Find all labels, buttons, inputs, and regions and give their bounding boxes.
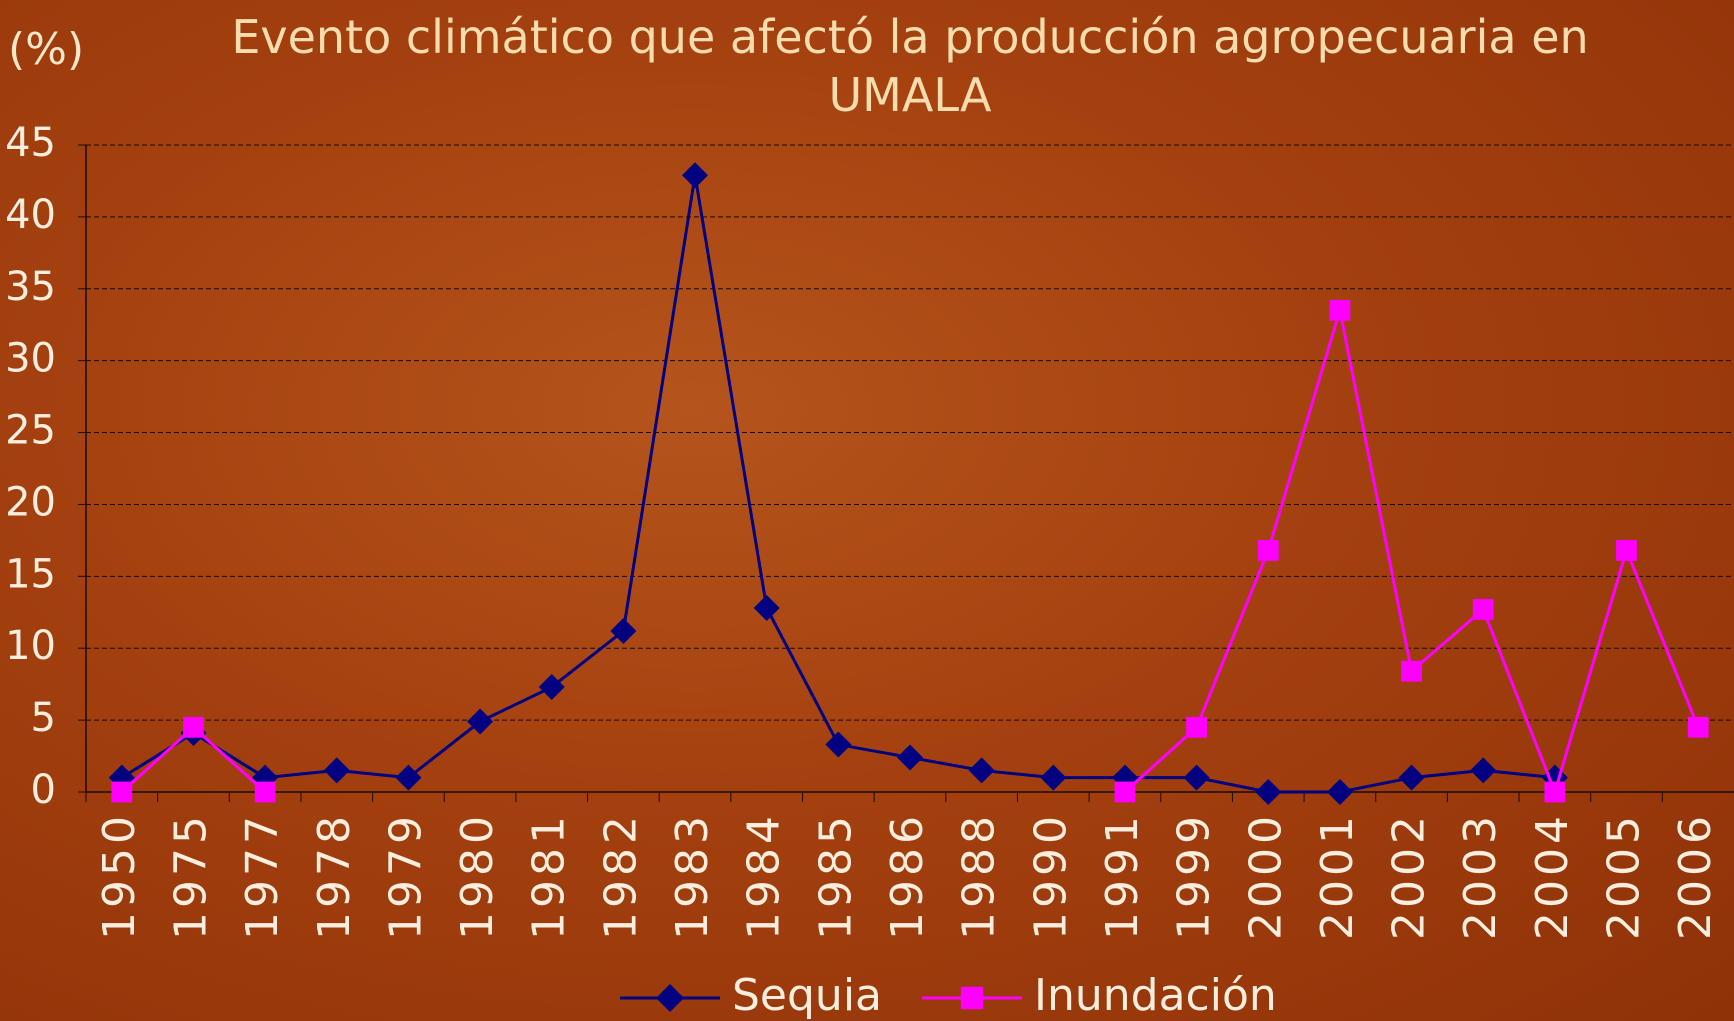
- y-tick-label: 15: [5, 551, 56, 597]
- x-tick-label: 1979: [380, 812, 431, 940]
- x-tick-label: 1999: [1169, 812, 1220, 940]
- marker: [1616, 540, 1637, 561]
- x-tick-label: 1985: [810, 812, 861, 940]
- x-tick-label: 1950: [94, 812, 145, 940]
- marker: [1183, 764, 1210, 791]
- marker: [1544, 781, 1566, 803]
- x-tick-label: 1984: [739, 812, 790, 940]
- marker: [1398, 764, 1425, 791]
- y-tick-label: 35: [5, 264, 56, 310]
- marker: [682, 162, 709, 189]
- marker: [968, 757, 995, 784]
- marker: [1114, 781, 1136, 803]
- legend-marker: [656, 984, 684, 1012]
- x-tick-label: 2004: [1527, 812, 1578, 940]
- chart-title: Evento climático que afectó la producció…: [231, 10, 1589, 122]
- marker: [1329, 299, 1351, 321]
- x-tick-label: 1983: [667, 812, 718, 940]
- x-tick-label: 1990: [1025, 812, 1076, 940]
- y-tick-label: 10: [5, 623, 56, 669]
- marker: [111, 781, 133, 803]
- x-tick-label: 2001: [1312, 812, 1363, 940]
- y-tick-label: 45: [5, 120, 56, 166]
- x-tick-label: 1978: [309, 812, 360, 940]
- x-tick-label: 1982: [595, 812, 646, 940]
- marker: [1401, 660, 1422, 682]
- marker: [395, 764, 422, 791]
- marker: [1326, 779, 1353, 805]
- x-tick-label: 2003: [1455, 812, 1506, 940]
- marker: [897, 744, 923, 771]
- marker: [610, 617, 637, 644]
- marker: [825, 731, 852, 758]
- x-tick-label: 2002: [1384, 812, 1435, 940]
- x-tick-label: 1986: [882, 812, 933, 940]
- x-tick-label: 1991: [1097, 812, 1148, 940]
- marker: [1470, 757, 1497, 784]
- legend-label: Sequia: [732, 970, 882, 1021]
- marker: [1186, 716, 1208, 738]
- y-tick-label: 30: [5, 336, 56, 382]
- y-tick-label: 5: [31, 695, 56, 741]
- marker: [753, 594, 780, 621]
- x-tick-label: 1977: [237, 812, 288, 940]
- marker: [254, 781, 276, 803]
- marker: [1255, 779, 1282, 805]
- x-tick-label: 1980: [452, 812, 503, 940]
- x-tick-label: 2005: [1599, 812, 1650, 940]
- x-tick-label: 2006: [1670, 812, 1721, 940]
- x-tick-label: 1981: [524, 812, 575, 940]
- marker: [1040, 764, 1067, 791]
- marker: [1257, 540, 1279, 561]
- marker: [1687, 716, 1709, 738]
- y-tick-label: 0: [31, 767, 56, 813]
- y-axis-label: (%): [8, 24, 85, 75]
- legend-label: Inundación: [1034, 970, 1277, 1021]
- marker: [538, 674, 565, 701]
- marker: [467, 708, 494, 735]
- marker: [323, 757, 350, 784]
- y-tick-label: 40: [5, 192, 56, 238]
- x-tick-label: 1988: [954, 812, 1005, 940]
- x-tick-label: 2000: [1240, 812, 1291, 940]
- y-tick-label: 25: [5, 408, 56, 454]
- x-tick-label: 1975: [165, 812, 216, 940]
- legend-marker: [960, 986, 984, 1010]
- y-tick-label: 20: [5, 479, 56, 525]
- series-line: [121, 174, 1556, 794]
- marker: [1472, 599, 1494, 620]
- marker: [183, 716, 204, 738]
